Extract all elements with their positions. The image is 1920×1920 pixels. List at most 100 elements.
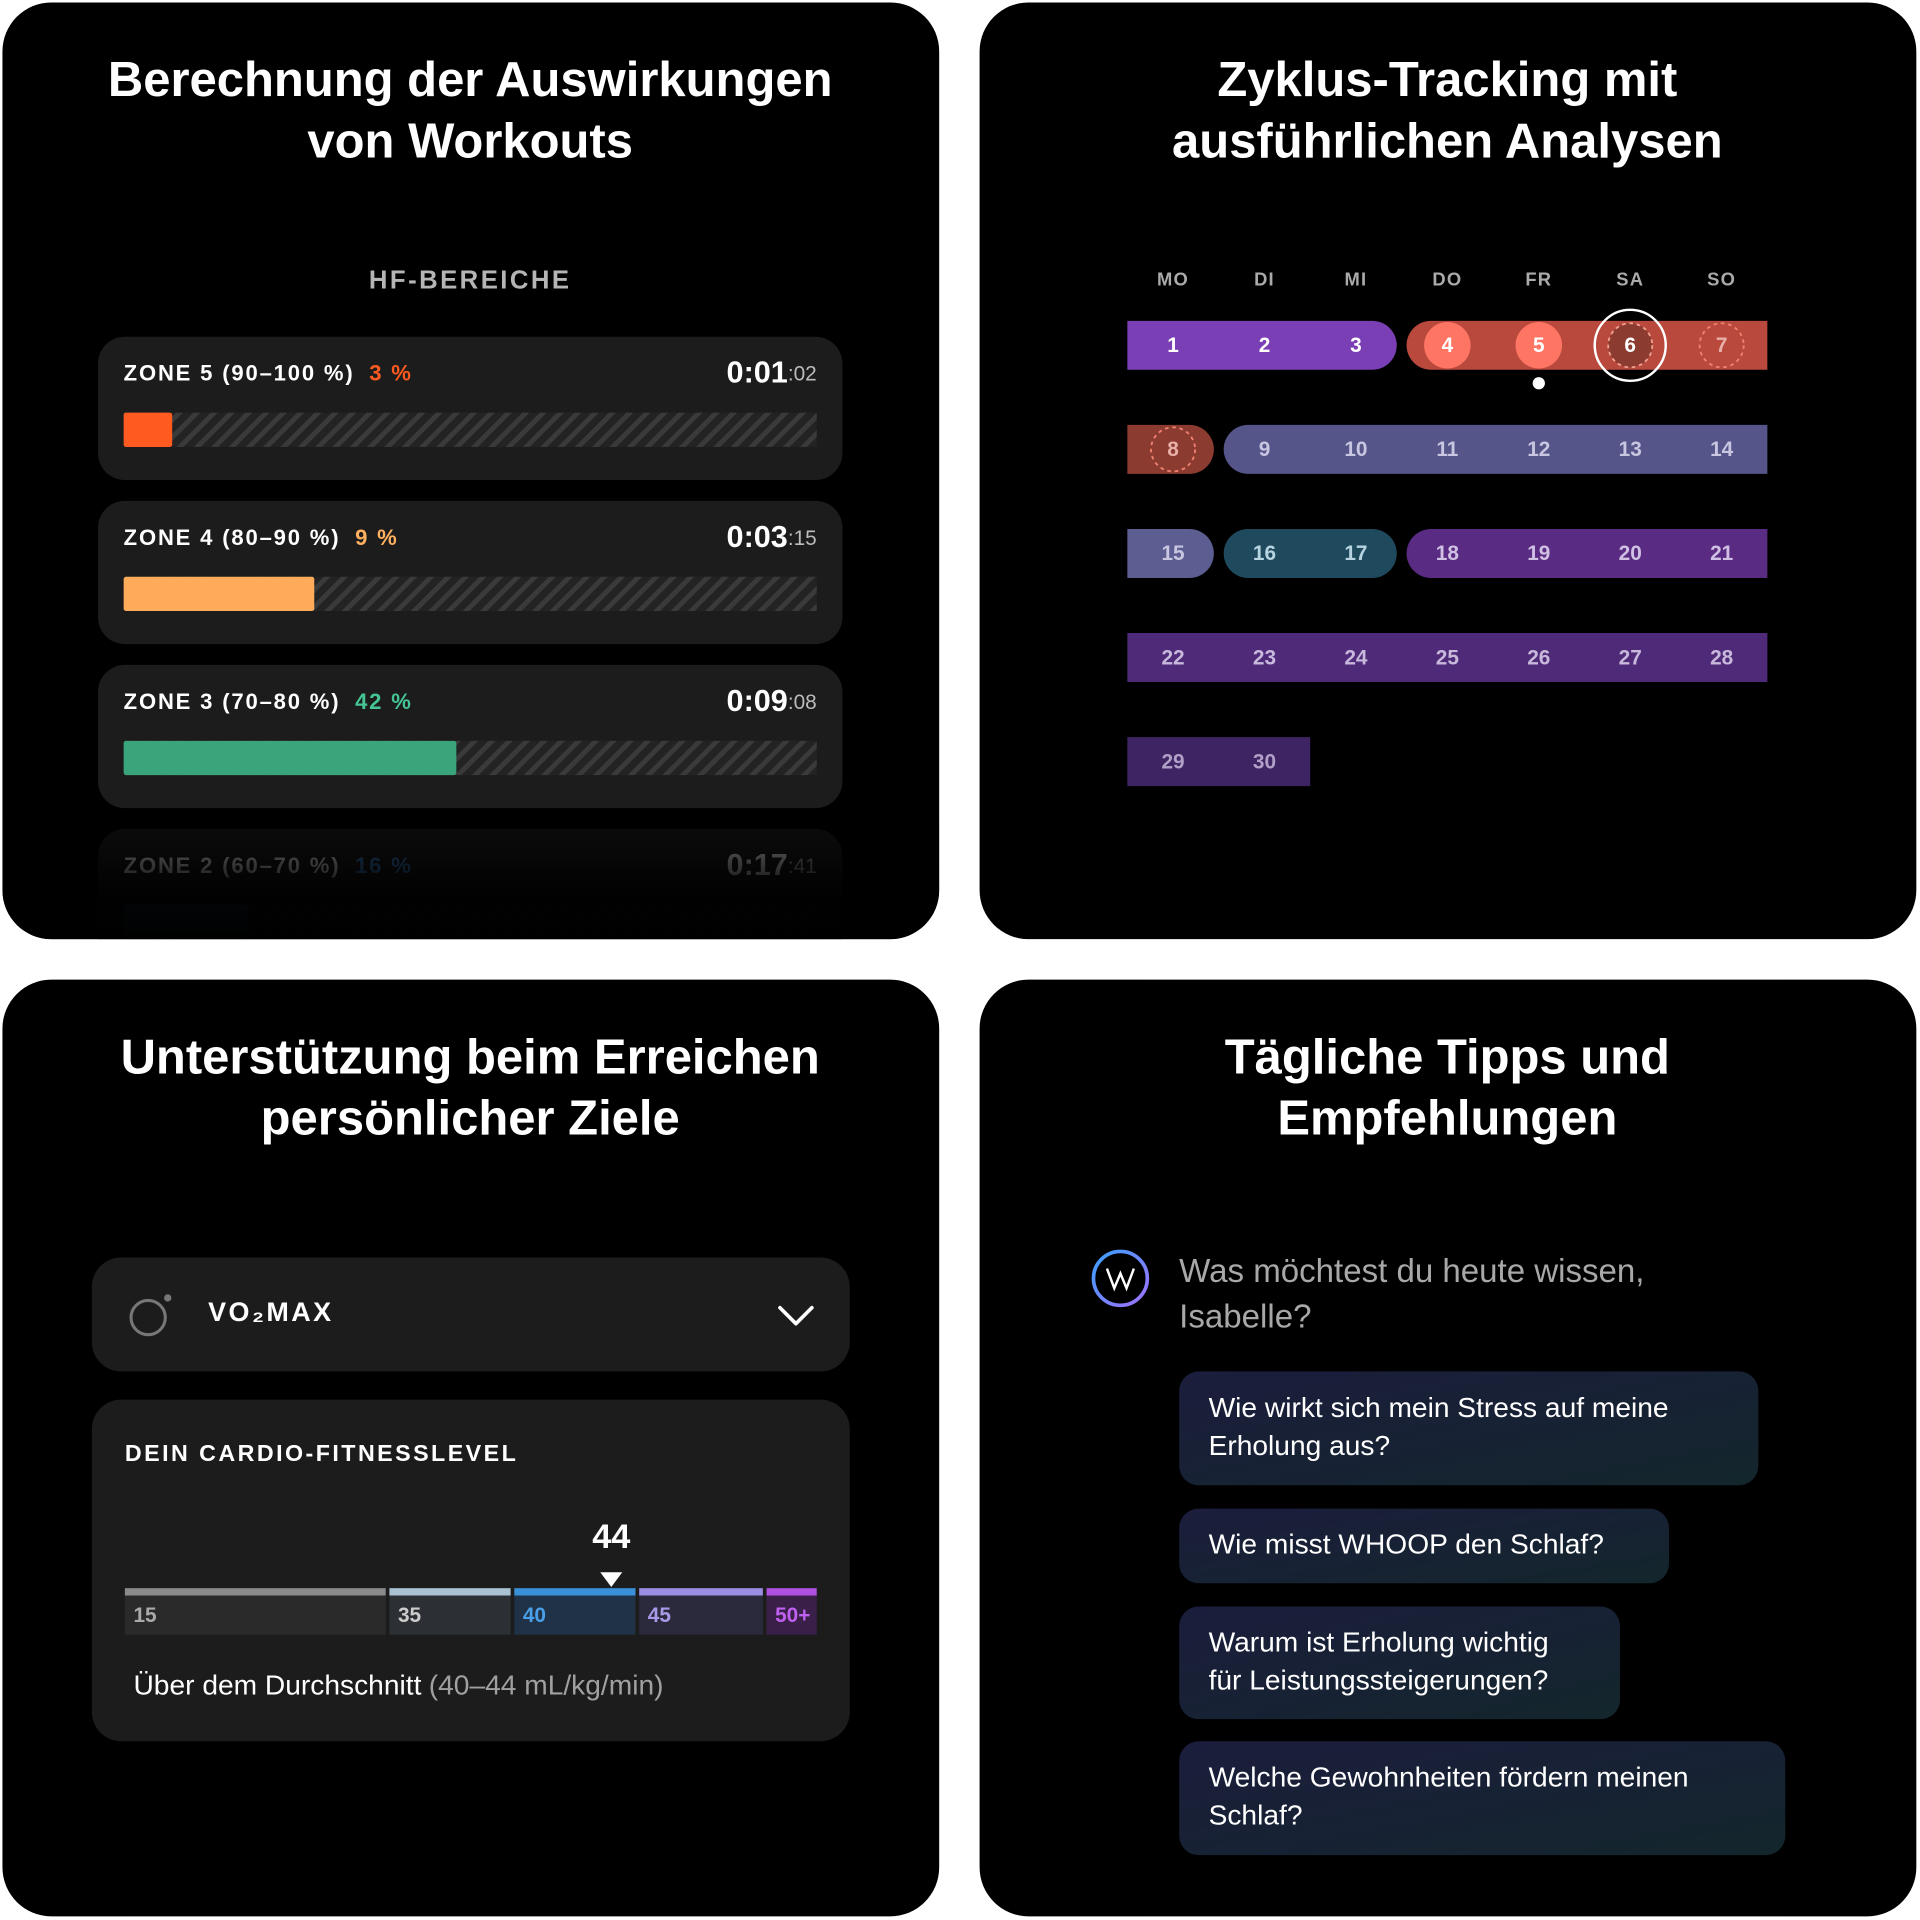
cycle-segment: [1127, 737, 1311, 787]
day-number[interactable]: 28: [1710, 646, 1733, 669]
zone-percent: 3 %: [369, 361, 412, 386]
panel-title: Empfehlungen: [1277, 1092, 1617, 1146]
suggestion-text[interactable]: Welche Gewohnheiten fördern meinen: [1209, 1762, 1689, 1793]
day-marker: [1150, 426, 1197, 473]
weekday: SO: [1707, 268, 1736, 289]
dropdown[interactable]: [91, 1257, 850, 1372]
scale-strip: [766, 1588, 817, 1596]
day-number[interactable]: 11: [1436, 438, 1458, 461]
scale-label: 50+: [775, 1604, 810, 1627]
zone-time-main: 0:01: [727, 356, 788, 390]
day-marker: [1607, 322, 1654, 369]
day-number[interactable]: 1: [1167, 334, 1179, 357]
weekday: FR: [1525, 268, 1552, 289]
panel-title: von Workouts: [307, 114, 633, 168]
day-number[interactable]: 15: [1161, 542, 1184, 565]
suggestion-bubble[interactable]: [1179, 1508, 1669, 1584]
day-number[interactable]: 21: [1710, 542, 1733, 565]
day-number[interactable]: 12: [1527, 438, 1550, 461]
zone-track: [123, 412, 817, 447]
prompt: Was möchtest du heute wissen,: [1179, 1253, 1644, 1290]
day-number[interactable]: 14: [1710, 438, 1734, 461]
day-number[interactable]: 19: [1527, 542, 1550, 565]
status: Über dem Durchschnitt (40–44 mL/kg/min): [133, 1670, 663, 1701]
day-number[interactable]: 2: [1259, 334, 1271, 357]
day-number[interactable]: 16: [1253, 542, 1276, 565]
logo: [1105, 1268, 1136, 1292]
day-number[interactable]: 27: [1619, 646, 1642, 669]
day-number[interactable]: 4: [1442, 334, 1454, 357]
value-label: 44: [592, 1518, 630, 1556]
zone-percent: 42 %: [355, 689, 413, 714]
day-number[interactable]: 22: [1161, 646, 1184, 669]
suggestion-bubble[interactable]: [1179, 1741, 1786, 1856]
cycle-segment: [1406, 528, 1768, 578]
weekday: MO: [1157, 268, 1189, 289]
panel-title: Tägliche Tipps und: [1225, 1030, 1670, 1084]
panel-title: Unterstützung beim Erreichen: [121, 1030, 820, 1084]
panel-title: Berechnung der Auswirkungen: [108, 53, 833, 107]
zone-time-seconds: :08: [788, 690, 817, 713]
scale-strip: [514, 1588, 636, 1596]
suggestion-text[interactable]: Wie wirkt sich mein Stress auf meine: [1209, 1392, 1669, 1423]
day-number[interactable]: 9: [1259, 438, 1271, 461]
zone-time: 0:03:15: [727, 520, 817, 554]
suggestion-text[interactable]: Wie misst WHOOP den Schlaf?: [1209, 1528, 1604, 1559]
zone-bar: [123, 412, 173, 447]
fitness-scale: 15 35 40 45 50+ 44: [124, 1518, 817, 1635]
day-number[interactable]: 18: [1436, 542, 1459, 565]
day-number[interactable]: 23: [1253, 646, 1276, 669]
day-number[interactable]: 20: [1619, 542, 1642, 565]
selection-ring: [1593, 308, 1667, 383]
scale-band: [124, 1595, 386, 1635]
day-number[interactable]: 8: [1167, 438, 1179, 461]
day-number[interactable]: 29: [1161, 750, 1184, 773]
weekday: DI: [1254, 268, 1275, 289]
day-number[interactable]: 26: [1527, 646, 1550, 669]
day-number[interactable]: 24: [1344, 646, 1368, 669]
cycle-segment: [1223, 528, 1397, 578]
suggestion-bubble[interactable]: [1179, 1606, 1620, 1720]
section-label: HF-BEREICHE: [369, 266, 572, 294]
weekday: MI: [1345, 268, 1368, 289]
day-number[interactable]: 25: [1436, 646, 1459, 669]
cycle-segment: [1127, 633, 1768, 683]
day-marker: [1698, 322, 1745, 369]
cycle-segment: [1223, 424, 1768, 474]
suggestion-text[interactable]: Warum ist Erholung wichtig: [1209, 1626, 1549, 1657]
chevron[interactable]: [778, 1305, 814, 1326]
day-number[interactable]: 30: [1253, 750, 1276, 773]
day-number[interactable]: 5: [1533, 334, 1545, 357]
zone-label: ZONE 3 (70–80 %) 42 %: [124, 689, 413, 714]
zone-name: ZONE 5 (90–100 %): [124, 361, 355, 386]
day-number[interactable]: 10: [1344, 438, 1367, 461]
panel-title: ausführlichen Analysen: [1172, 114, 1723, 168]
scale-strip: [639, 1588, 763, 1596]
icon: [164, 1294, 172, 1302]
suggestion-text[interactable]: Erholung aus?: [1209, 1430, 1391, 1461]
zone-bar: [123, 576, 315, 612]
suggestion-text[interactable]: für Leistungssteigerungen?: [1209, 1664, 1549, 1695]
day-number[interactable]: 6: [1624, 334, 1636, 357]
prompt: Isabelle?: [1179, 1299, 1311, 1336]
scale-band: [389, 1595, 511, 1635]
day-number[interactable]: 17: [1344, 542, 1367, 565]
zone-time-main: 0:03: [727, 520, 788, 554]
status-label: Über dem Durchschnitt: [133, 1670, 421, 1701]
scale-label: 15: [133, 1604, 156, 1627]
scale-label: 40: [523, 1604, 546, 1627]
suggestion-text[interactable]: Schlaf?: [1209, 1800, 1303, 1831]
day-number[interactable]: 3: [1350, 334, 1362, 357]
status-range: (40–44 mL/kg/min): [429, 1670, 664, 1701]
scale-label: 35: [398, 1604, 421, 1627]
zone-bar: [123, 740, 457, 776]
value-marker: [600, 1572, 623, 1587]
zone-time-seconds: :02: [788, 362, 817, 385]
day-number[interactable]: 7: [1716, 334, 1728, 357]
suggestion-bubble[interactable]: [1179, 1371, 1759, 1486]
scale-strip: [389, 1588, 511, 1596]
day-number[interactable]: 13: [1619, 438, 1642, 461]
zone-name: ZONE 4 (80–90 %): [124, 525, 341, 550]
